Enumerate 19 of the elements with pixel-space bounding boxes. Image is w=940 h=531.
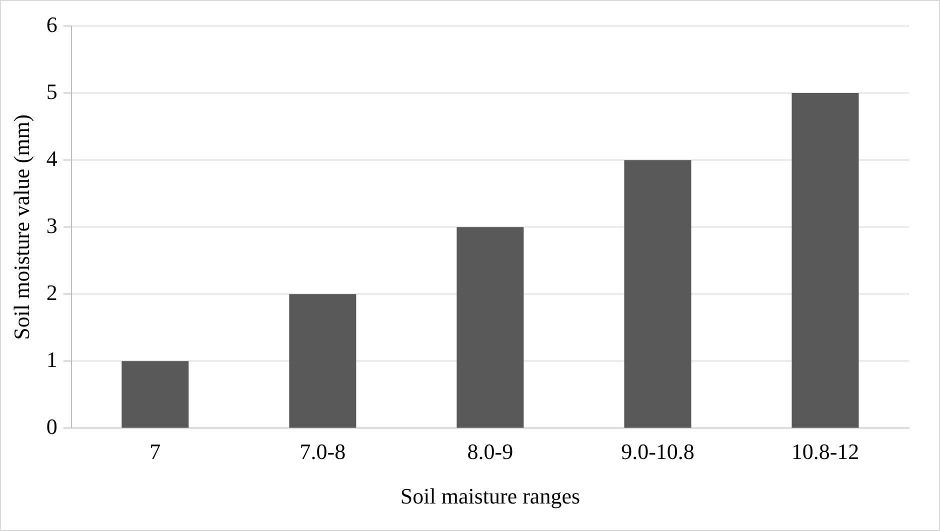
y-tick-label: 4: [46, 146, 58, 171]
y-tick-label: 3: [46, 212, 58, 238]
y-tick-label: 5: [46, 78, 58, 104]
x-tick-label: 9.0-10.8: [621, 439, 694, 464]
x-tick-label: 8.0-9: [467, 439, 514, 464]
bar: [456, 227, 524, 428]
x-tick-label: 10.8-12: [791, 439, 860, 464]
bar: [289, 294, 356, 428]
x-tick-label: 7: [150, 439, 161, 464]
x-tick-label: 7.0-8: [300, 439, 346, 464]
bar: [122, 361, 189, 428]
y-axis-title: Soil moisture value (mm): [8, 114, 34, 340]
y-tick-label: 0: [46, 414, 58, 439]
y-tick-label: 1: [46, 346, 58, 372]
y-tick-label: 2: [46, 280, 58, 305]
y-tick-label: 6: [46, 12, 58, 37]
bar: [624, 160, 692, 428]
x-axis-title: Soil maisture ranges: [400, 484, 580, 509]
bar: [792, 93, 859, 428]
